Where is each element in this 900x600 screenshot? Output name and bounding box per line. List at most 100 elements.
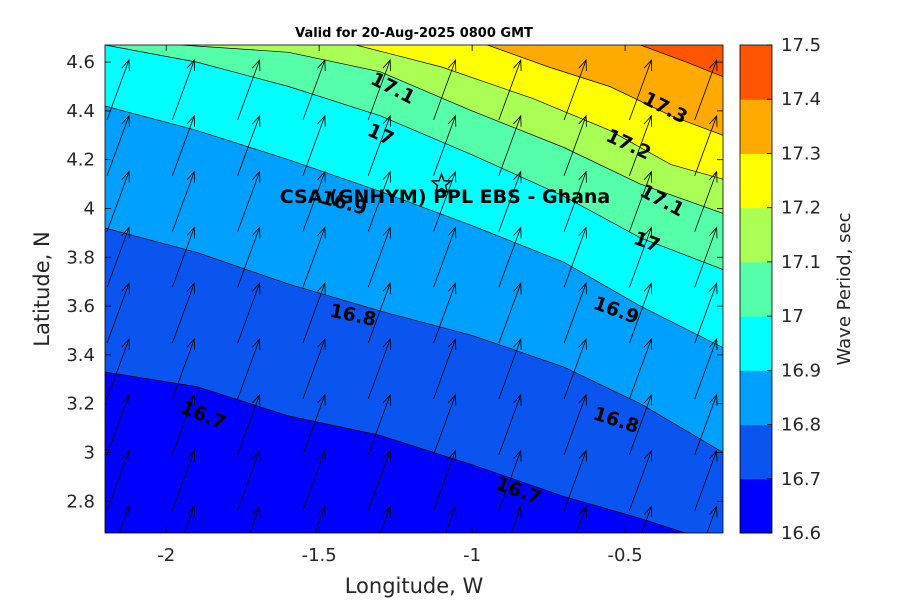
direction-arrow	[249, 505, 261, 533]
direction-arrow	[433, 58, 457, 121]
direction-arrow	[380, 505, 391, 533]
direction-arrow	[694, 114, 718, 176]
direction-arrow	[629, 170, 653, 232]
direction-arrow	[433, 282, 457, 344]
map-title: Valid for 20-Aug-2025 0800 GMT	[295, 26, 533, 41]
direction-arrow	[171, 226, 195, 288]
direction-arrow	[118, 505, 130, 533]
direction-arrow	[563, 449, 587, 511]
direction-arrow	[367, 282, 391, 344]
direction-arrow	[367, 393, 391, 455]
direction-arrow	[367, 449, 391, 511]
direction-arrow	[302, 226, 326, 288]
direction-arrow	[171, 282, 195, 344]
direction-arrow	[171, 58, 195, 121]
colorbar-swatch	[740, 424, 772, 480]
x-axis-ticks: -2 -1.5 -1 -0.5	[157, 45, 643, 566]
direction-arrow	[302, 58, 326, 121]
direction-arrow	[563, 282, 587, 344]
direction-arrow	[367, 226, 391, 288]
colorbar-swatch	[740, 207, 772, 263]
direction-arrow	[106, 114, 130, 176]
direction-arrow	[433, 226, 457, 288]
direction-arrow	[445, 505, 457, 533]
colorbar-tick-label: 16.6	[781, 523, 821, 544]
y-tick-label: 2.8	[66, 491, 95, 512]
direction-arrow	[106, 393, 130, 455]
direction-arrow	[498, 337, 522, 400]
direction-arrow	[237, 282, 261, 344]
direction-arrow	[629, 449, 653, 511]
direction-arrow	[237, 58, 261, 121]
direction-arrow	[629, 58, 653, 121]
direction-arrow	[106, 449, 130, 511]
direction-arrow	[433, 114, 457, 176]
star-icon	[430, 172, 453, 194]
direction-arrow	[498, 114, 522, 176]
y-tick-label: 3.8	[66, 247, 95, 268]
x-axis-label: Longitude, W	[345, 574, 484, 598]
direction-arrow	[433, 393, 457, 455]
x-tick-label: -2	[157, 545, 175, 566]
direction-arrow	[302, 170, 326, 232]
colorbar-label: Wave Period, sec	[834, 212, 855, 365]
direction-arrow	[563, 226, 587, 288]
colorbar-swatch	[740, 478, 772, 534]
direction-arrow	[694, 226, 718, 288]
direction-arrow	[106, 226, 130, 288]
direction-arrow	[171, 337, 195, 400]
colorbar: 16.6 16.7 16.8 16.9 17 17.1 17.2 17.3 17.4 17.5	[739, 35, 821, 544]
y-tick-label: 3.2	[66, 394, 95, 415]
direction-arrow	[237, 337, 261, 400]
direction-arrow	[629, 393, 653, 455]
direction-arrow	[629, 226, 653, 288]
contour-line-17.1	[181, 45, 723, 214]
direction-arrow	[106, 337, 130, 400]
direction-arrow	[237, 114, 261, 176]
direction-arrow	[367, 114, 391, 176]
direction-arrow	[433, 337, 457, 400]
direction-arrow	[237, 393, 261, 455]
direction-arrow	[106, 282, 130, 344]
direction-arrow	[563, 337, 587, 400]
direction-arrow	[498, 449, 522, 511]
y-axis-label: Latitude, N	[30, 231, 54, 347]
direction-arrow	[302, 282, 326, 344]
y-tick-label: 4.6	[66, 52, 95, 73]
colorbar-tick-label: 17.4	[781, 89, 821, 110]
direction-arrow	[367, 337, 391, 400]
band-above-17.4	[625, 45, 723, 77]
contour-lines	[105, 45, 723, 533]
direction-arrow	[106, 58, 130, 121]
direction-arrow	[706, 505, 718, 533]
colorbar-tick-label: 16.7	[781, 469, 821, 490]
colorbar-swatch	[740, 316, 772, 371]
direction-arrow	[302, 114, 326, 176]
direction-arrow	[694, 337, 718, 400]
x-tick-label: -1	[463, 545, 481, 566]
colorbar-swatch	[740, 261, 772, 317]
direction-arrow	[237, 449, 261, 511]
colorbar-tick-label: 16.8	[781, 415, 821, 436]
direction-arrow	[498, 170, 522, 232]
y-tick-label: 3.4	[66, 345, 95, 366]
direction-arrow	[498, 226, 522, 288]
direction-arrow	[498, 393, 522, 455]
contour-line-17	[105, 45, 723, 270]
contour-line-16.9	[105, 105, 723, 348]
plot-frame	[104, 44, 724, 534]
wave-direction-arrows	[106, 58, 718, 533]
direction-arrow	[694, 170, 718, 232]
direction-arrow	[433, 170, 457, 232]
colorbar-swatch	[740, 370, 772, 426]
contour-line-17.2	[355, 45, 723, 180]
direction-arrow	[367, 170, 391, 232]
colorbar-tick-label: 17.1	[781, 252, 821, 273]
direction-arrow	[433, 449, 457, 511]
colorbar-swatch	[740, 153, 772, 209]
contour-line-16.8	[105, 227, 723, 453]
colorbar-tick-label: 17.5	[781, 35, 821, 56]
direction-arrow	[563, 58, 587, 121]
colorbar-swatch	[740, 99, 772, 154]
